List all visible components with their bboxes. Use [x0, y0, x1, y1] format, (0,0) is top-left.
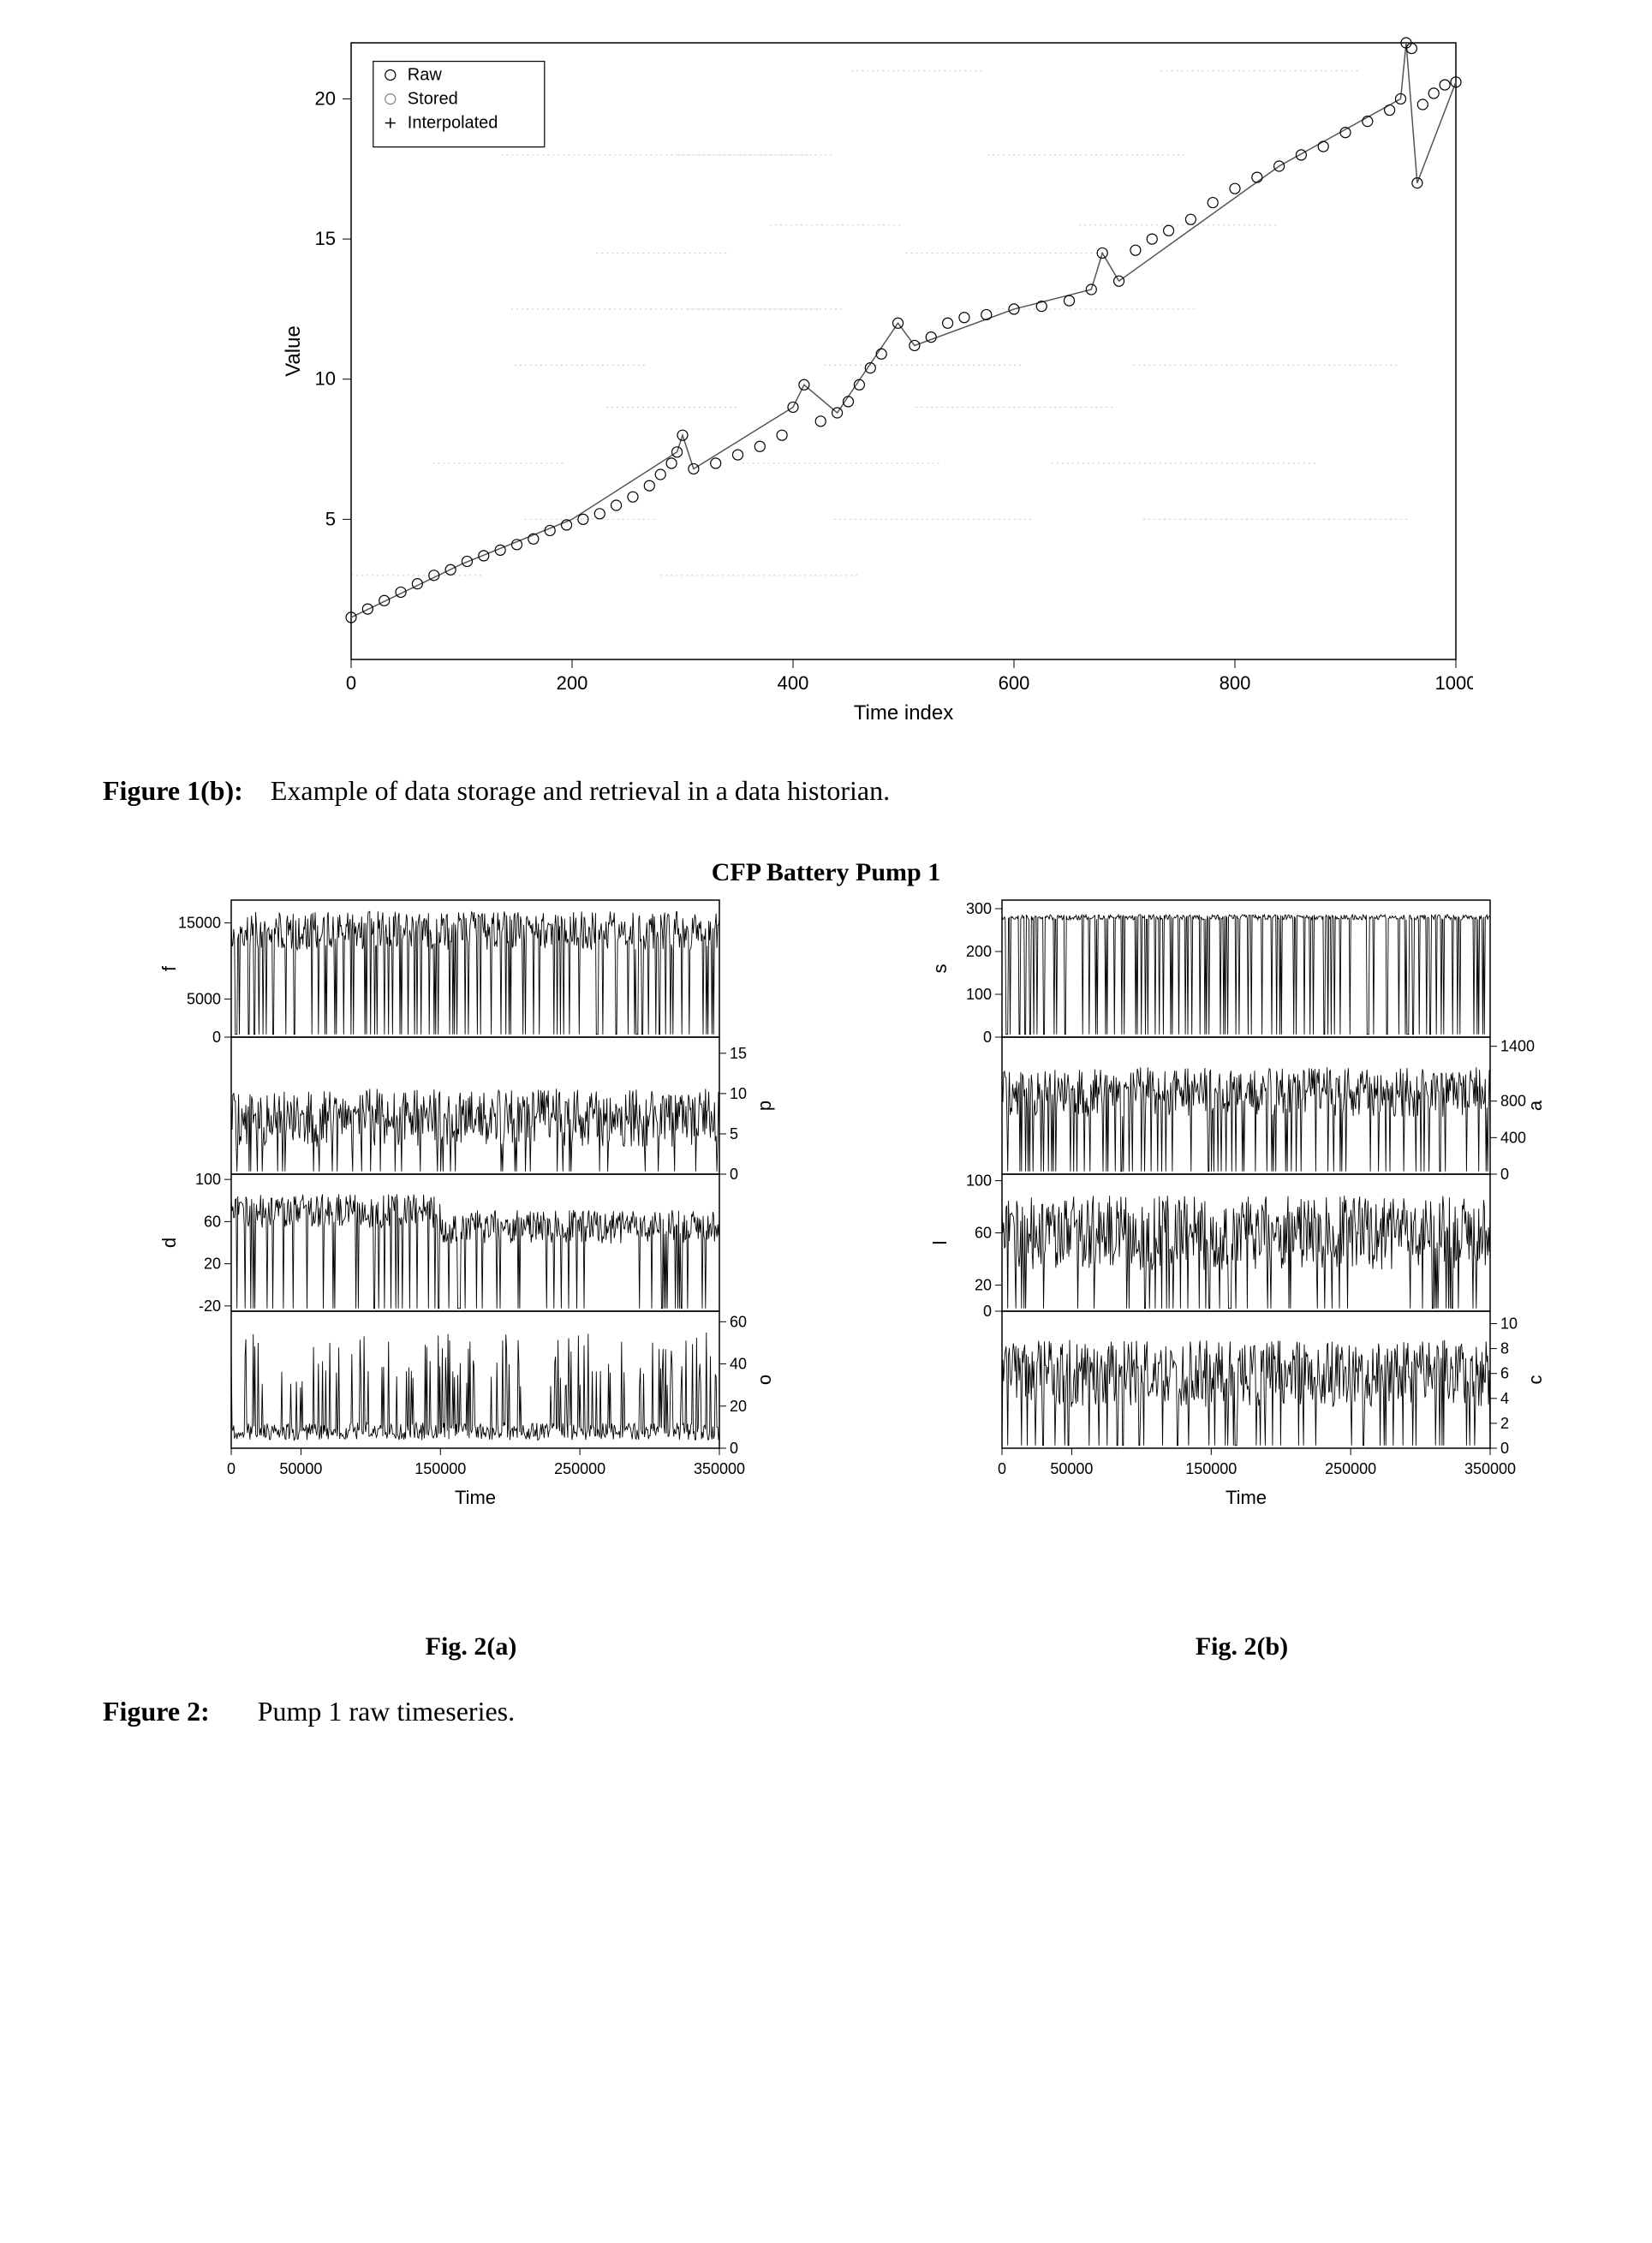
svg-text:2: 2 [1500, 1415, 1509, 1432]
figure-2b-plot: 0 100 200 300 s 0 400 800 1400 a 0 20 60 100 l 0 2 4 6 8 10 c… [925, 896, 1559, 1598]
svg-text:s: s [929, 964, 951, 974]
svg-text:Stored: Stored [408, 90, 458, 109]
svg-text:o: o [754, 1375, 775, 1385]
svg-text:0: 0 [730, 1440, 738, 1457]
svg-text:0: 0 [983, 1029, 992, 1046]
page: 020040060080010005101520Time indexValueR… [0, 0, 1652, 1796]
svg-text:0: 0 [1500, 1440, 1509, 1457]
svg-text:Time index: Time index [854, 701, 953, 725]
svg-text:15: 15 [315, 228, 336, 249]
svg-text:200: 200 [557, 672, 588, 694]
svg-text:0: 0 [983, 1303, 992, 1320]
svg-text:150000: 150000 [1185, 1460, 1237, 1477]
svg-text:300: 300 [966, 900, 992, 917]
figure-2-grid: 0500015000f051015p-202060100d0204060o050… [154, 896, 1549, 1661]
svg-text:350000: 350000 [694, 1460, 745, 1477]
figure-2a-column: 0 5000 15000 f 0 5 10 15 p -20 20 60 100 d 0 20 40 60 o 0 50… [154, 896, 788, 1661]
svg-text:60: 60 [730, 1313, 747, 1330]
figure-2-caption: Figure 2: Pump 1 raw timeseries. [103, 1696, 1549, 1727]
figure-2-title: CFP Battery Pump 1 [103, 858, 1549, 887]
figure-1b: 0 200 400 600 800 1000 5 10 15 20 Time index Value R… [274, 34, 1549, 741]
svg-text:0: 0 [212, 1029, 221, 1046]
figure-1b-caption: Figure 1(b): Example of data storage and… [103, 775, 1549, 807]
svg-text:800: 800 [1220, 672, 1251, 694]
svg-text:15: 15 [730, 1045, 747, 1062]
svg-text:40: 40 [730, 1356, 747, 1373]
svg-text:350000: 350000 [1464, 1460, 1516, 1477]
svg-text:20: 20 [975, 1277, 992, 1294]
svg-text:0: 0 [346, 672, 356, 694]
figure-2b-column: 0 100 200 300 s 0 400 800 1400 a 0 20 60 100 l 0 2 4 6 8 10 c… [925, 896, 1559, 1661]
svg-text:100: 100 [966, 986, 992, 1003]
svg-text:60: 60 [204, 1213, 221, 1230]
svg-text:l: l [929, 1241, 951, 1245]
caption-1b-bold: Figure 1(b): [103, 775, 243, 806]
svg-text:5000: 5000 [187, 991, 221, 1008]
svg-text:Time: Time [455, 1487, 496, 1508]
svg-text:20: 20 [730, 1398, 747, 1415]
figure-1b-plot: 0 200 400 600 800 1000 5 10 15 20 Time index Value R… [274, 34, 1473, 737]
svg-text:a: a [1524, 1100, 1546, 1111]
svg-text:1400: 1400 [1500, 1038, 1535, 1055]
svg-text:6: 6 [1500, 1365, 1509, 1382]
figure-2b-label: Fig. 2(b) [1196, 1632, 1288, 1661]
svg-text:0: 0 [998, 1460, 1006, 1477]
svg-text:p: p [754, 1101, 775, 1111]
svg-text:150000: 150000 [414, 1460, 466, 1477]
svg-text:8: 8 [1500, 1340, 1509, 1357]
svg-text:Raw: Raw [408, 66, 443, 85]
figure-2a-label: Fig. 2(a) [426, 1632, 517, 1661]
caption-2-bold: Figure 2: [103, 1696, 210, 1727]
svg-text:0: 0 [730, 1166, 738, 1183]
svg-text:20: 20 [204, 1256, 221, 1273]
svg-text:20: 20 [315, 87, 336, 109]
svg-text:60: 60 [975, 1225, 992, 1242]
svg-text:10: 10 [315, 368, 336, 390]
svg-text:10: 10 [1500, 1315, 1518, 1333]
svg-text:Interpolated: Interpolated [408, 114, 498, 133]
svg-text:c: c [1524, 1375, 1546, 1385]
svg-text:600: 600 [999, 672, 1030, 694]
svg-text:250000: 250000 [1325, 1460, 1376, 1477]
svg-text:0: 0 [1500, 1166, 1509, 1183]
figure-2a-plot: 0 5000 15000 f 0 5 10 15 p -20 20 60 100 d 0 20 40 60 o 0 50… [154, 896, 788, 1598]
svg-text:Value: Value [282, 325, 305, 377]
svg-text:200: 200 [966, 943, 992, 960]
svg-text:-20: -20 [199, 1297, 221, 1315]
caption-2-text: Pump 1 raw timeseries. [258, 1696, 515, 1727]
svg-text:50000: 50000 [279, 1460, 322, 1477]
svg-text:100: 100 [195, 1171, 221, 1188]
svg-text:Time: Time [1226, 1487, 1267, 1508]
svg-text:400: 400 [778, 672, 809, 694]
svg-text:10: 10 [730, 1085, 747, 1102]
svg-text:5: 5 [730, 1125, 738, 1142]
svg-text:f: f [158, 965, 180, 971]
svg-text:4: 4 [1500, 1390, 1509, 1407]
svg-text:250000: 250000 [554, 1460, 605, 1477]
svg-text:50000: 50000 [1050, 1460, 1093, 1477]
caption-1b-text: Example of data storage and retrieval in… [271, 775, 890, 806]
svg-text:800: 800 [1500, 1093, 1526, 1110]
svg-text:5: 5 [325, 508, 336, 529]
svg-text:400: 400 [1500, 1129, 1526, 1146]
svg-text:1000: 1000 [1435, 672, 1473, 694]
svg-text:15000: 15000 [178, 915, 221, 932]
svg-text:0: 0 [227, 1460, 236, 1477]
svg-text:100: 100 [966, 1172, 992, 1190]
svg-text:d: d [158, 1238, 180, 1248]
